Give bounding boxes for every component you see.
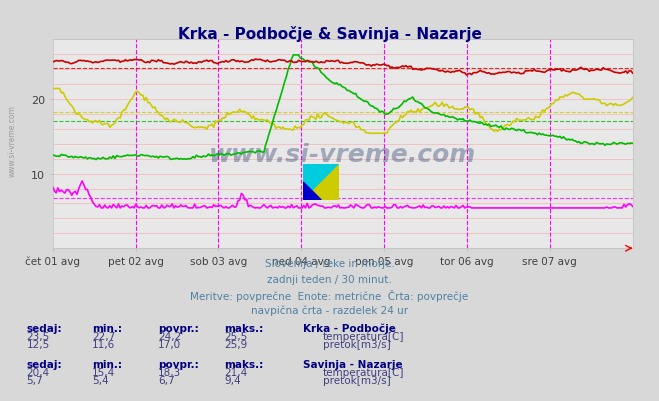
Text: 15,4: 15,4 [92, 367, 115, 377]
Text: temperatura[C]: temperatura[C] [323, 367, 405, 377]
Text: zadnji teden / 30 minut.: zadnji teden / 30 minut. [267, 274, 392, 284]
Text: 24,2: 24,2 [158, 331, 181, 341]
Text: 9,4: 9,4 [224, 375, 241, 385]
Text: 17,0: 17,0 [158, 339, 181, 349]
Text: maks.:: maks.: [224, 323, 264, 333]
Polygon shape [303, 164, 339, 200]
Text: www.si-vreme.com: www.si-vreme.com [8, 105, 17, 176]
Text: navpična črta - razdelek 24 ur: navpična črta - razdelek 24 ur [251, 304, 408, 315]
Polygon shape [303, 164, 339, 200]
Text: povpr.:: povpr.: [158, 323, 199, 333]
Text: Slovenija / reke in morje.: Slovenija / reke in morje. [264, 259, 395, 269]
Text: pretok[m3/s]: pretok[m3/s] [323, 339, 391, 349]
Text: www.si-vreme.com: www.si-vreme.com [209, 143, 476, 167]
Text: 11,6: 11,6 [92, 339, 115, 349]
Text: 23,5: 23,5 [26, 331, 49, 341]
Text: pretok[m3/s]: pretok[m3/s] [323, 375, 391, 385]
Text: Krka - Podbočje: Krka - Podbočje [303, 323, 396, 333]
Text: 18,3: 18,3 [158, 367, 181, 377]
Text: 12,5: 12,5 [26, 339, 49, 349]
Text: povpr.:: povpr.: [158, 359, 199, 369]
Text: sedaj:: sedaj: [26, 359, 62, 369]
Text: temperatura[C]: temperatura[C] [323, 331, 405, 341]
Text: min.:: min.: [92, 323, 123, 333]
Text: 5,4: 5,4 [92, 375, 109, 385]
Text: 22,7: 22,7 [92, 331, 115, 341]
Text: min.:: min.: [92, 359, 123, 369]
Text: 5,7: 5,7 [26, 375, 43, 385]
Text: Savinja - Nazarje: Savinja - Nazarje [303, 359, 403, 369]
Polygon shape [303, 182, 322, 200]
Text: 25,5: 25,5 [224, 331, 247, 341]
Text: Meritve: povprečne  Enote: metrične  Črta: povprečje: Meritve: povprečne Enote: metrične Črta:… [190, 289, 469, 301]
Text: maks.:: maks.: [224, 359, 264, 369]
Text: 6,7: 6,7 [158, 375, 175, 385]
Text: 21,4: 21,4 [224, 367, 247, 377]
Text: Krka - Podbočje & Savinja - Nazarje: Krka - Podbočje & Savinja - Nazarje [177, 26, 482, 42]
Text: 25,9: 25,9 [224, 339, 247, 349]
Text: sedaj:: sedaj: [26, 323, 62, 333]
Text: 20,4: 20,4 [26, 367, 49, 377]
